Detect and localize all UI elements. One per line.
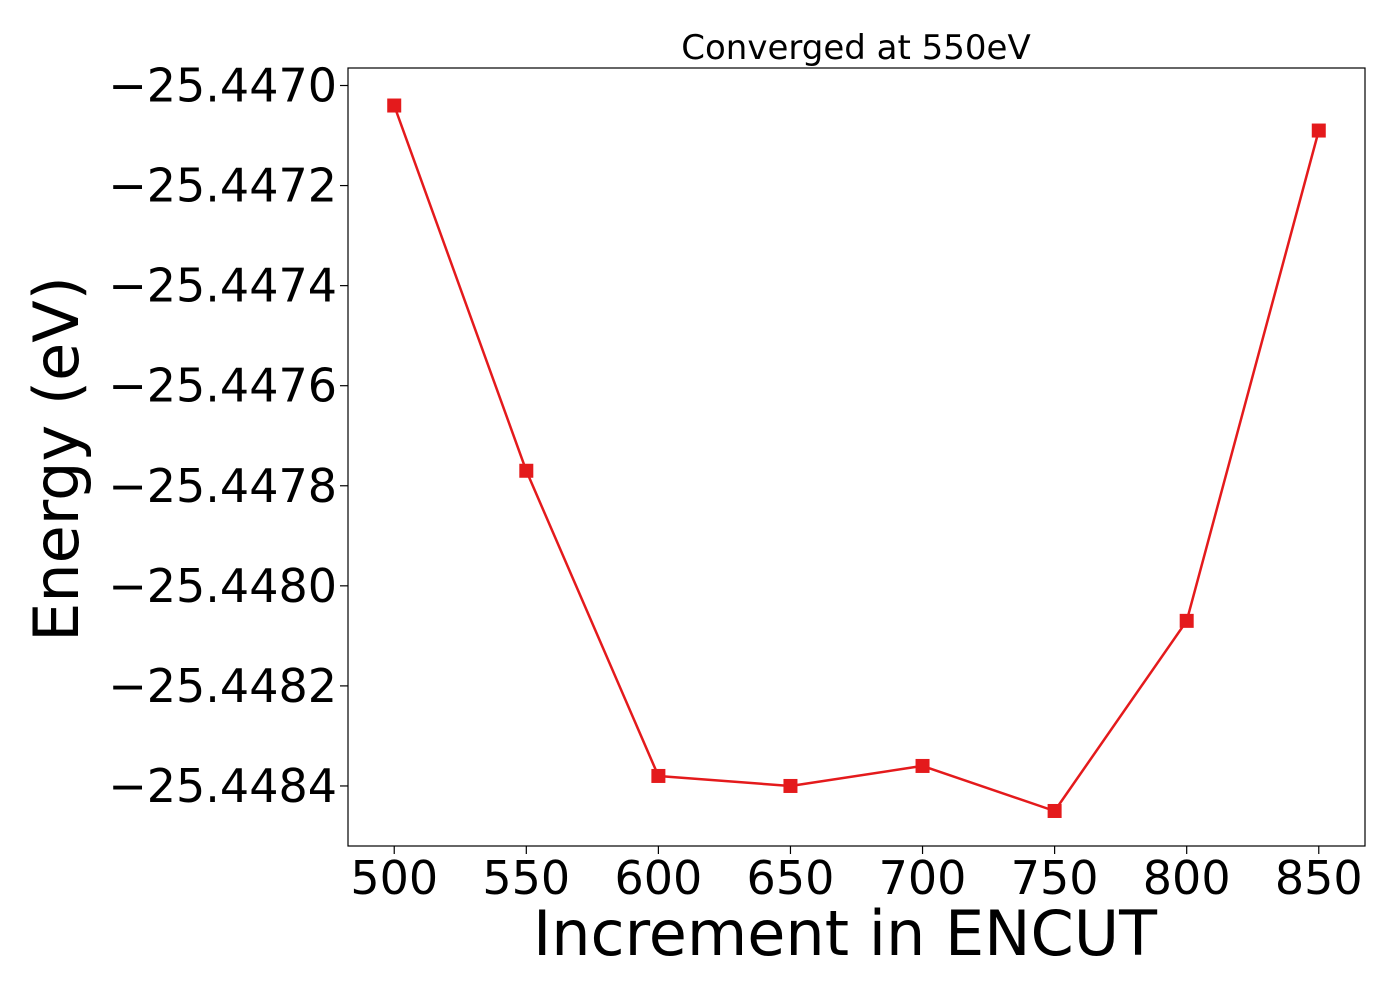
chart-title: Converged at 550eV <box>681 28 1030 68</box>
y-tick-label: −25.4484 <box>108 759 337 813</box>
plot-area <box>348 68 1365 846</box>
series-layer <box>387 98 1326 818</box>
x-tick-label: 650 <box>747 851 835 905</box>
y-tick-label: −25.4476 <box>108 359 337 413</box>
x-tick-label: 750 <box>1011 851 1099 905</box>
plot-frame <box>347 67 1366 847</box>
y-tick-label: −25.4470 <box>108 59 337 113</box>
y-tick-label: −25.4478 <box>108 459 337 513</box>
x-tick-label: 850 <box>1275 851 1363 905</box>
y-axis-ticks: −25.4470 −25.4472 −25.4474 −25.4476 −25.4478… <box>108 59 348 813</box>
y-axis-label: Energy (eV) <box>20 276 93 642</box>
series-line <box>393 105 1321 813</box>
x-tick-label: 700 <box>879 851 967 905</box>
x-tick-label: 600 <box>614 851 702 905</box>
y-tick-label: −25.4472 <box>108 159 337 213</box>
data-point-marker <box>651 768 666 783</box>
data-point-marker <box>1047 803 1062 818</box>
y-tick-label: −25.4474 <box>108 259 337 313</box>
x-axis-ticks: 500 550 600 650 700 750 800 850 <box>350 846 1363 905</box>
data-point-marker <box>519 463 534 478</box>
data-point-marker <box>915 758 930 773</box>
x-axis-label: Increment in ENCUT <box>533 897 1158 970</box>
data-point-marker <box>1179 613 1194 628</box>
data-point-marker <box>1311 123 1326 138</box>
y-tick-label: −25.4480 <box>108 559 337 613</box>
data-point-marker <box>783 778 798 793</box>
x-tick-label: 550 <box>482 851 570 905</box>
y-tick-label: −25.4482 <box>108 659 337 713</box>
x-tick-label: 500 <box>350 851 438 905</box>
data-point-marker <box>387 98 402 113</box>
plot-background <box>348 68 1365 846</box>
x-tick-label: 800 <box>1143 851 1231 905</box>
